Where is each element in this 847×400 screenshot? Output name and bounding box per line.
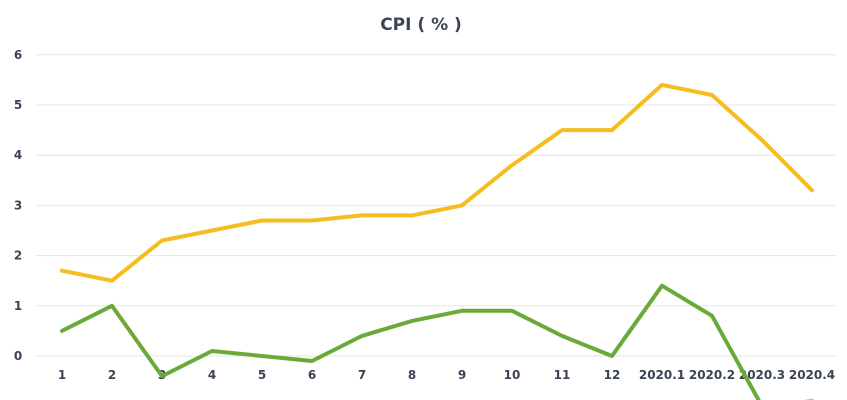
series-line-2 xyxy=(60,283,814,400)
y-tick-label: 5 xyxy=(14,98,22,112)
y-axis-ticks: 0 1 2 3 4 5 6 xyxy=(14,48,22,363)
x-tick-label: 9 xyxy=(458,368,466,382)
x-tick-label: 2020.4 xyxy=(789,368,835,382)
x-tick-label: 6 xyxy=(308,368,316,382)
x-tick-label: 4 xyxy=(208,368,216,382)
gridlines xyxy=(36,54,836,357)
x-tick-label: 2020.3 xyxy=(739,368,785,382)
x-tick-label: 7 xyxy=(358,368,366,382)
x-axis-ticks: 1 2 3 4 5 6 7 8 9 10 11 12 2020.1 2020.2 2020.3 2020.4 xyxy=(58,368,835,382)
y-tick-label: 3 xyxy=(14,198,22,212)
y-tick-label: 0 xyxy=(14,349,22,363)
y-tick-label: 2 xyxy=(14,249,22,263)
x-tick-label: 12 xyxy=(604,368,621,382)
y-tick-label: 4 xyxy=(14,148,22,162)
series-layer xyxy=(60,82,814,400)
x-tick-label: 11 xyxy=(554,368,571,382)
chart-title: CPI ( % ) xyxy=(380,15,462,35)
x-tick-label: 10 xyxy=(504,368,521,382)
x-tick-label: 8 xyxy=(408,368,416,382)
y-tick-label: 1 xyxy=(14,299,22,313)
series-line-1 xyxy=(60,82,814,283)
x-tick-label: 1 xyxy=(58,368,66,382)
x-tick-label: 2020.1 xyxy=(639,368,685,382)
y-tick-label: 6 xyxy=(14,48,22,62)
x-tick-label: 5 xyxy=(258,368,266,382)
x-tick-label: 2 xyxy=(108,368,116,382)
x-tick-label: 2020.2 xyxy=(689,368,735,382)
